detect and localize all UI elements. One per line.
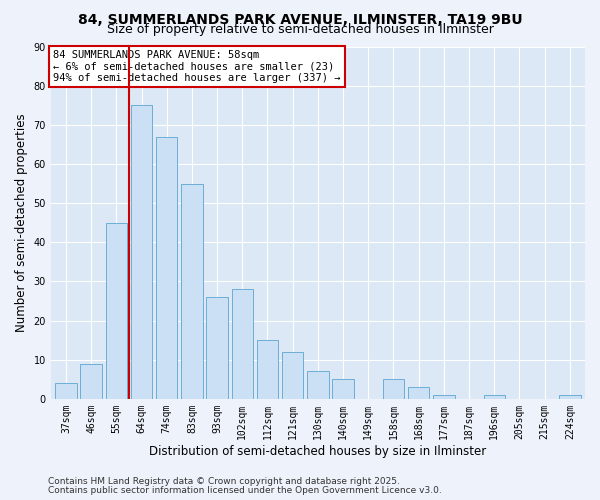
Bar (307, 372, 329, 399)
Bar (232, 289, 253, 399)
Text: Size of property relative to semi-detached houses in Ilminster: Size of property relative to semi-detach… (107, 22, 493, 36)
Bar (559, 395, 581, 399)
Bar (80, 364, 102, 399)
Text: 84 SUMMERLANDS PARK AVENUE: 58sqm
← 6% of semi-detached houses are smaller (23)
: 84 SUMMERLANDS PARK AVENUE: 58sqm ← 6% o… (53, 50, 341, 83)
Bar (206, 297, 228, 399)
Bar (257, 340, 278, 399)
Bar (106, 222, 127, 399)
Bar (484, 395, 505, 399)
X-axis label: Distribution of semi-detached houses by size in Ilminster: Distribution of semi-detached houses by … (149, 444, 487, 458)
Bar (181, 184, 203, 399)
Bar (131, 105, 152, 399)
Y-axis label: Number of semi-detached properties: Number of semi-detached properties (15, 114, 28, 332)
Bar (433, 395, 455, 399)
Bar (332, 380, 354, 399)
Bar (55, 383, 77, 399)
Text: Contains public sector information licensed under the Open Government Licence v3: Contains public sector information licen… (48, 486, 442, 495)
Text: 84, SUMMERLANDS PARK AVENUE, ILMINSTER, TA19 9BU: 84, SUMMERLANDS PARK AVENUE, ILMINSTER, … (77, 12, 523, 26)
Text: Contains HM Land Registry data © Crown copyright and database right 2025.: Contains HM Land Registry data © Crown c… (48, 477, 400, 486)
Bar (282, 352, 304, 399)
Bar (156, 136, 178, 399)
Bar (408, 387, 430, 399)
Bar (383, 380, 404, 399)
